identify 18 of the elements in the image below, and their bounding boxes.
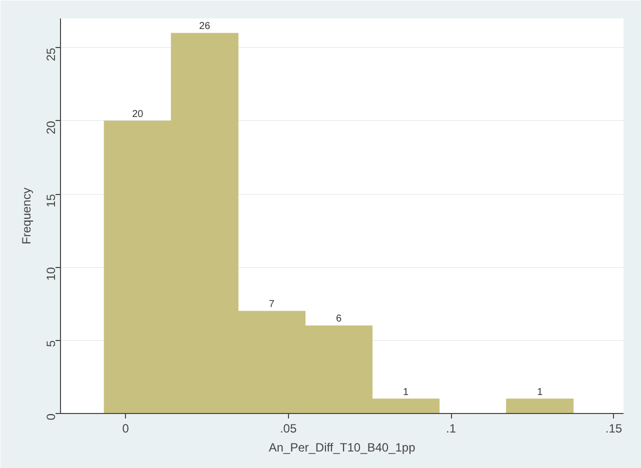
y-tick-label: 25 [44,47,58,62]
data-label: 1 [403,386,410,398]
y-tick-label: 5 [44,340,58,348]
data-label: 6 [336,314,342,325]
data-label: 1 [537,386,544,398]
x-axis-title: An_Per_Diff_T10_B40_1pp [268,440,416,454]
x-tick-label: .15 [605,422,622,436]
y-axis-title: Frequency [20,188,34,244]
data-label: 7 [268,299,275,310]
x-tick-label: 0 [122,422,130,436]
data-label: 26 [199,21,211,32]
x-tick-label: .1 [446,422,456,436]
data-label: 20 [132,108,144,120]
y-tick-label: 10 [44,266,58,281]
y-tick-label: 20 [44,120,58,134]
x-tick-label: .05 [280,422,297,436]
y-tick-label: 15 [44,194,58,208]
y-tick-label: 0 [44,413,58,420]
